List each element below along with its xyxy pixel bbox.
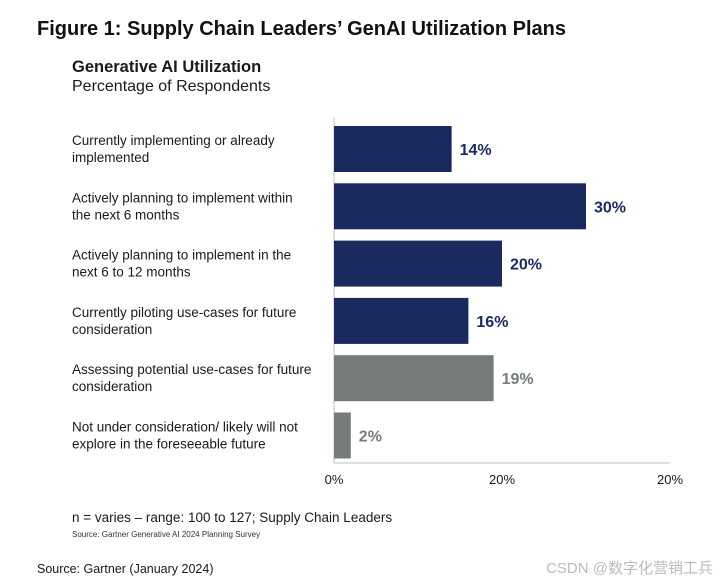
survey-source-note: Source: Gartner Generative AI 2024 Plann… xyxy=(72,530,261,539)
figure-title: Figure 1: Supply Chain Leaders’ GenAI Ut… xyxy=(37,18,566,40)
x-tick-label: 20% xyxy=(489,472,515,487)
category-label: implemented xyxy=(72,150,149,165)
category-label: consideration xyxy=(72,322,152,337)
bar xyxy=(334,126,452,172)
category-label: explore in the foreseeable future xyxy=(72,437,266,452)
value-label: 14% xyxy=(460,142,492,159)
figure-source: Source: Gartner (January 2024) xyxy=(37,562,214,576)
category-label: Assessing potential use-cases for future xyxy=(72,362,311,377)
value-label: 20% xyxy=(510,257,542,274)
sample-size-note: n = varies – range: 100 to 127; Supply C… xyxy=(72,510,393,525)
chart-subtitle: Percentage of Respondents xyxy=(72,78,271,95)
category-label: Actively planning to implement within xyxy=(72,190,293,205)
category-label: consideration xyxy=(72,379,152,394)
category-label: Not under consideration/ likely will not xyxy=(72,420,298,435)
bar xyxy=(334,240,502,287)
category-label: Currently implementing or already xyxy=(72,133,275,148)
bar xyxy=(334,183,586,230)
category-label: next 6 to 12 months xyxy=(72,265,191,280)
chart-title: Generative AI Utilization xyxy=(72,58,262,76)
category-label: Actively planning to implement in the xyxy=(72,248,291,263)
value-label: 19% xyxy=(502,371,534,388)
bar xyxy=(334,297,469,344)
category-label: Currently piloting use-cases for future xyxy=(72,305,296,320)
bar xyxy=(334,412,351,459)
value-label: 30% xyxy=(594,199,626,216)
category-label: the next 6 months xyxy=(72,207,180,222)
x-tick-label: 20% xyxy=(657,472,683,487)
value-label: 16% xyxy=(476,314,508,331)
watermark: CSDN @数字化营销工兵 xyxy=(546,560,713,577)
value-label: 2% xyxy=(359,429,382,446)
x-tick-label: 0% xyxy=(325,472,344,487)
bar-chart: Currently implementing or already impleme… xyxy=(72,118,683,487)
bar xyxy=(334,355,494,402)
